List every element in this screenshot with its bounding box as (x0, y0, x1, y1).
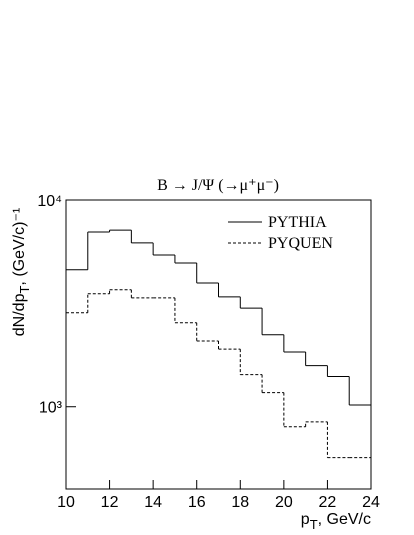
x-label-sub: T (310, 517, 318, 532)
x-tick-label: 10 (57, 494, 75, 511)
x-tick-label: 18 (231, 494, 249, 511)
legend-label: PYQUEN (268, 235, 333, 252)
x-axis-label: pT, GeV/c (301, 511, 371, 532)
x-tick-label: 20 (275, 494, 293, 511)
y-label-part: , (GeV/c)⁻¹ (11, 208, 28, 286)
y-tick-label: 10³ (39, 400, 63, 417)
x-label-part: p (301, 511, 310, 528)
legend-label: PYTHIA (268, 214, 327, 231)
y-label-part: dN/dp (11, 293, 28, 336)
plot-frame (65, 199, 372, 490)
x-label-part: , GeV/c (318, 511, 371, 528)
chart-title: B → J/Ψ (→μ⁺μ⁻) (157, 177, 279, 194)
y-axis-label: dN/dpT, (GeV/c)⁻¹ (11, 208, 32, 336)
x-tick-label: 24 (362, 494, 380, 511)
x-tick-label: 22 (319, 494, 337, 511)
y-label-sub: T (17, 286, 32, 294)
x-tick-label: 12 (101, 494, 119, 511)
x-tick-label: 16 (188, 494, 206, 511)
y-tick-label: 10⁴ (37, 193, 62, 210)
x-tick-label: 14 (144, 494, 162, 511)
